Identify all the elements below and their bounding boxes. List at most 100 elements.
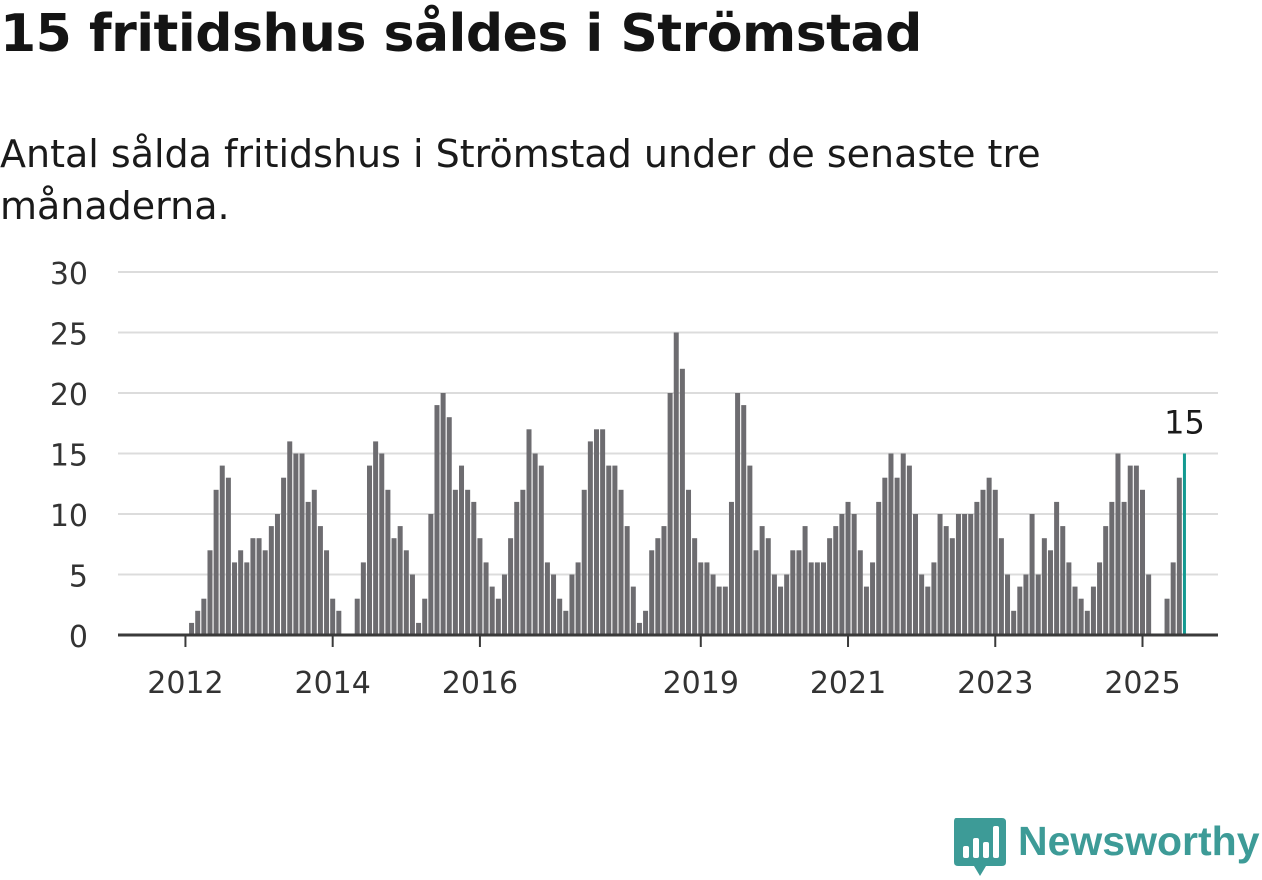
bar (1078, 598, 1084, 635)
bar (624, 526, 630, 635)
bar (747, 465, 753, 635)
bar (906, 465, 912, 635)
bar (1023, 574, 1029, 635)
bar (600, 429, 606, 635)
bar (998, 538, 1004, 635)
bar (851, 514, 857, 635)
bar (446, 417, 452, 635)
bar (373, 441, 379, 635)
bar (636, 622, 642, 635)
bar (391, 538, 397, 635)
bar (575, 562, 581, 635)
bar (225, 477, 231, 635)
bar (207, 550, 213, 635)
bar (863, 586, 869, 635)
y-tick-label: 25 (50, 318, 88, 353)
bar (514, 501, 520, 635)
y-tick-label: 0 (69, 620, 88, 655)
annotations: 15 (1164, 404, 1205, 442)
bar (1005, 574, 1011, 635)
bar (189, 622, 195, 635)
bar (422, 598, 428, 635)
bar (287, 441, 293, 635)
bar (882, 477, 888, 635)
bar (679, 368, 685, 635)
bar (256, 538, 262, 635)
bar (581, 489, 587, 635)
x-tick-label: 2012 (147, 666, 223, 701)
bar (643, 610, 649, 635)
bar (661, 526, 667, 635)
bar (710, 574, 716, 635)
bar (330, 598, 336, 635)
newsworthy-logo-icon (954, 818, 1006, 876)
bar (986, 477, 992, 635)
bar (778, 586, 784, 635)
bar (808, 562, 814, 635)
bar (409, 574, 415, 635)
bar (784, 574, 790, 635)
y-tick-label: 30 (50, 257, 88, 292)
bar (526, 429, 532, 635)
highlight-value-label: 15 (1164, 404, 1205, 442)
bar (888, 453, 894, 635)
bar (293, 453, 299, 635)
x-tick-label: 2021 (810, 666, 886, 701)
bar (465, 489, 471, 635)
x-tick-label: 2023 (957, 666, 1033, 701)
bar (379, 453, 385, 635)
bar (655, 538, 661, 635)
bar (630, 586, 636, 635)
bar (698, 562, 704, 635)
bar (471, 501, 477, 635)
bar (870, 562, 876, 635)
bar (1097, 562, 1103, 635)
bar (686, 489, 692, 635)
bar (452, 489, 458, 635)
bar (569, 574, 575, 635)
bar (649, 550, 655, 635)
bar (440, 393, 446, 635)
bar (913, 514, 919, 635)
bar (366, 465, 372, 635)
bar (281, 477, 287, 635)
bar (250, 538, 256, 635)
bar (728, 501, 734, 635)
bar (244, 562, 250, 635)
bar (1133, 465, 1139, 635)
bar (692, 538, 698, 635)
bar (397, 526, 403, 635)
bar (814, 562, 820, 635)
bar (741, 405, 747, 635)
bar (495, 598, 501, 635)
bar (213, 489, 219, 635)
bar (311, 489, 317, 635)
bar (317, 526, 323, 635)
bar (520, 489, 526, 635)
bar (1146, 574, 1152, 635)
bar (1060, 526, 1066, 635)
bar (1072, 586, 1078, 635)
bar (238, 550, 244, 635)
bar (992, 489, 998, 635)
bar (532, 453, 538, 635)
bar (428, 514, 434, 635)
y-axis-labels: 0 5 10 15 20 25 30 (50, 257, 88, 655)
bar (403, 550, 409, 635)
bar (501, 574, 507, 635)
bar (1029, 514, 1035, 635)
bar (802, 526, 808, 635)
chart-title: 15 fritidshus såldes i Strömstad (0, 4, 922, 64)
bar (1090, 586, 1096, 635)
bar (919, 574, 925, 635)
bar (845, 501, 851, 635)
bar (305, 501, 311, 635)
bar (790, 550, 796, 635)
bar (606, 465, 612, 635)
bar (937, 514, 943, 635)
bar (962, 514, 968, 635)
bar (667, 393, 673, 635)
bar (593, 429, 599, 635)
bar (195, 610, 201, 635)
